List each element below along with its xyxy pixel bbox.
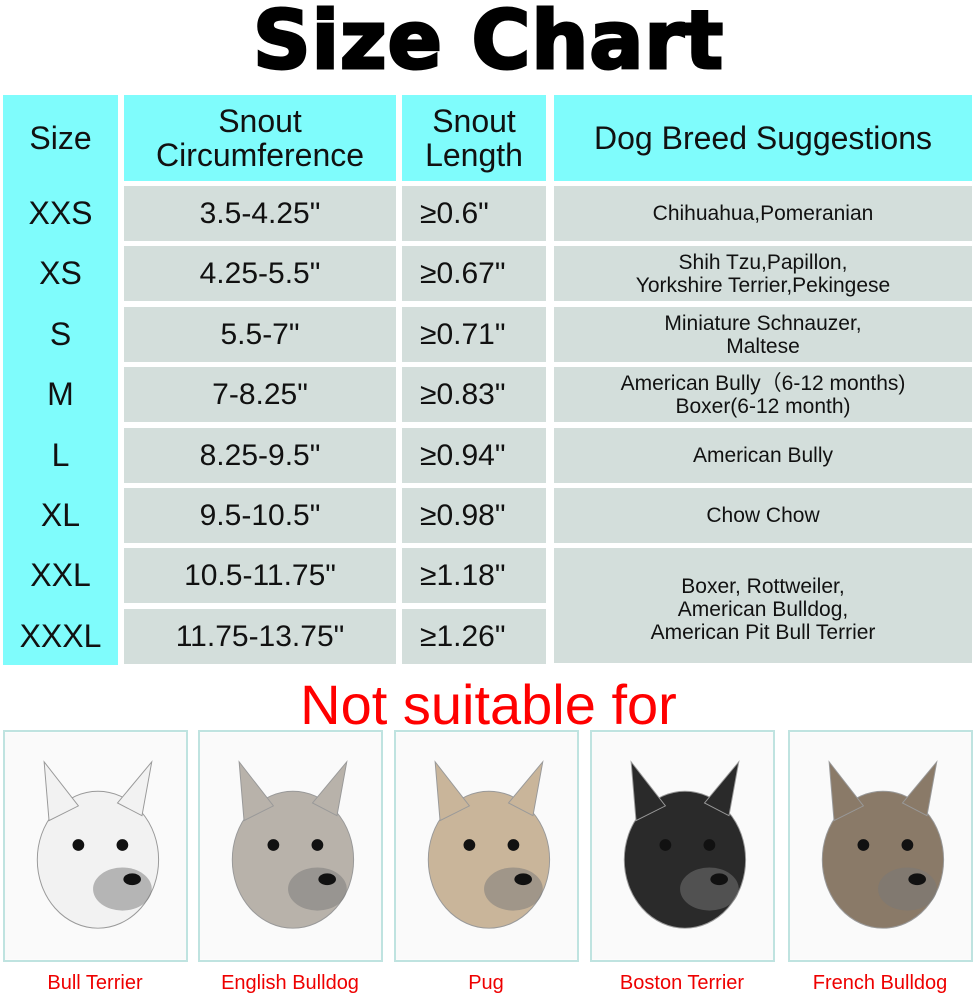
header-breeds: Dog Breed Suggestions — [554, 95, 972, 181]
size-label: XXS — [28, 195, 93, 231]
dog-head-icon — [200, 732, 381, 960]
length-cell: ≥0.98" — [402, 488, 546, 543]
size-label: XXL — [30, 557, 91, 593]
breed-cell: Miniature Schnauzer, Maltese — [554, 307, 972, 362]
size-label: XL — [40, 497, 81, 533]
size-label: XS — [39, 255, 82, 291]
circumference-cell: 11.75-13.75" — [124, 609, 396, 664]
dog-head-icon — [790, 732, 971, 960]
size-label: M — [47, 376, 74, 412]
dog-caption: French Bulldog — [812, 972, 948, 994]
size-label: XXXL — [19, 618, 102, 654]
breed-cell: Chihuahua,Pomeranian — [554, 186, 972, 241]
dog-head-icon — [592, 732, 773, 960]
size-column-bg — [3, 95, 118, 665]
header-length: Snout Length — [402, 95, 546, 181]
dog-photo — [198, 730, 383, 962]
length-cell: ≥1.26" — [402, 609, 546, 664]
circumference-cell: 7-8.25" — [124, 367, 396, 422]
page-title: Size Chart — [251, 0, 725, 89]
breed-cell: Chow Chow — [554, 488, 972, 543]
header-circumference: Snout Circumference — [124, 95, 396, 181]
dog-caption: Boston Terrier — [619, 972, 745, 994]
dog-photo — [3, 730, 188, 962]
circumference-cell: 5.5-7" — [124, 307, 396, 362]
length-cell: ≥1.18" — [402, 548, 546, 603]
breed-cell: Shih Tzu,Papillon, Yorkshire Terrier,Pek… — [554, 246, 972, 301]
length-cell: ≥0.67" — [402, 246, 546, 301]
circumference-cell: 4.25-5.5" — [124, 246, 396, 301]
circumference-cell: 3.5-4.25" — [124, 186, 396, 241]
breed-cell: American Bully（6-12 months) Boxer(6-12 m… — [554, 367, 972, 422]
dog-photo — [590, 730, 775, 962]
not-suitable-heading: Not suitable for — [300, 673, 677, 736]
size-label: S — [49, 316, 72, 352]
length-cell: ≥0.83" — [402, 367, 546, 422]
length-cell: ≥0.94" — [402, 428, 546, 483]
breed-cell: American Bully — [554, 428, 972, 483]
dog-caption: Pug — [468, 972, 504, 994]
dog-photo — [788, 730, 973, 962]
dog-head-icon — [396, 732, 577, 960]
dog-caption: English Bulldog — [221, 972, 359, 994]
dog-head-icon — [5, 732, 186, 960]
length-cell: ≥0.6" — [402, 186, 546, 241]
length-cell: ≥0.71" — [402, 307, 546, 362]
size-label: L — [51, 437, 70, 473]
circumference-cell: 8.25-9.5" — [124, 428, 396, 483]
breed-cell: Boxer, Rottweiler, American Bulldog, Ame… — [554, 548, 972, 663]
dog-photo — [394, 730, 579, 962]
circumference-cell: 9.5-10.5" — [124, 488, 396, 543]
dog-caption: Bull Terrier — [47, 972, 143, 994]
circumference-cell: 10.5-11.75" — [124, 548, 396, 603]
header-size: Size — [29, 120, 92, 156]
